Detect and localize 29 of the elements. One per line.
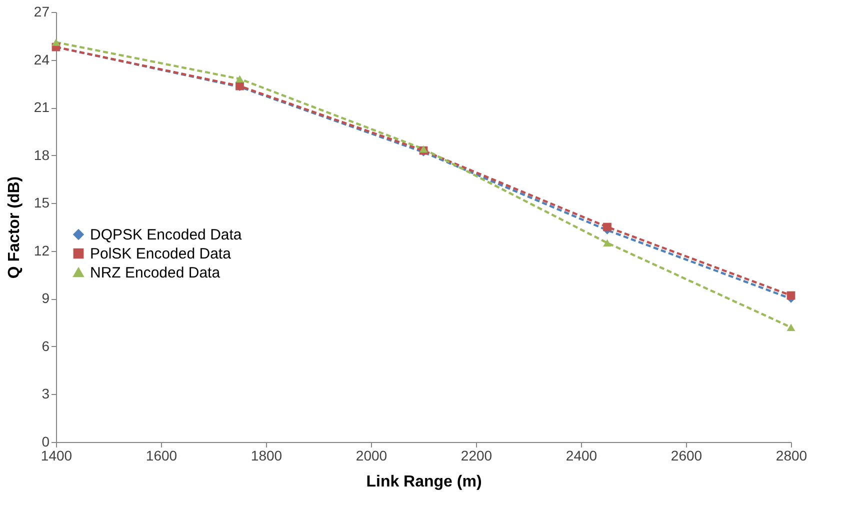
- point: [236, 75, 244, 83]
- y-tick-label: 0: [42, 434, 50, 450]
- legend-label: PolSK Encoded Data: [90, 246, 232, 262]
- y-axis-title: Q Factor (dB): [6, 176, 23, 279]
- legend-label: DQPSK Encoded Data: [90, 226, 242, 244]
- x-tick-label: 2800: [776, 448, 808, 464]
- y-tick-label: 15: [34, 194, 50, 211]
- point: [786, 324, 796, 331]
- y-tick-label: 21: [34, 99, 50, 116]
- point: [52, 38, 60, 46]
- x-tick-label: 2200: [460, 448, 492, 464]
- y-tick-label: 24: [34, 51, 50, 68]
- point: [786, 291, 796, 300]
- y-tick-label: 18: [34, 146, 50, 163]
- point: [603, 222, 612, 232]
- x-tick-label: 1400: [40, 448, 72, 464]
- point: [603, 239, 612, 247]
- y-tick-label: 12: [34, 242, 50, 258]
- x-tick-label: 1800: [250, 448, 282, 464]
- legend-label: NRZ Encoded Data: [90, 264, 221, 282]
- x-tick-label: 2600: [670, 448, 702, 464]
- y-tick-label: 3: [42, 386, 50, 402]
- x-tick-label: 1600: [146, 448, 178, 464]
- y-tick-label: 27: [34, 4, 50, 20]
- y-tick-label: 9: [42, 290, 50, 306]
- y-tick-label: 6: [42, 338, 50, 354]
- x-axis-title: Link Range (m): [366, 474, 482, 490]
- x-tick-label: 2400: [566, 448, 598, 464]
- x-tick-label: 2000: [356, 448, 388, 464]
